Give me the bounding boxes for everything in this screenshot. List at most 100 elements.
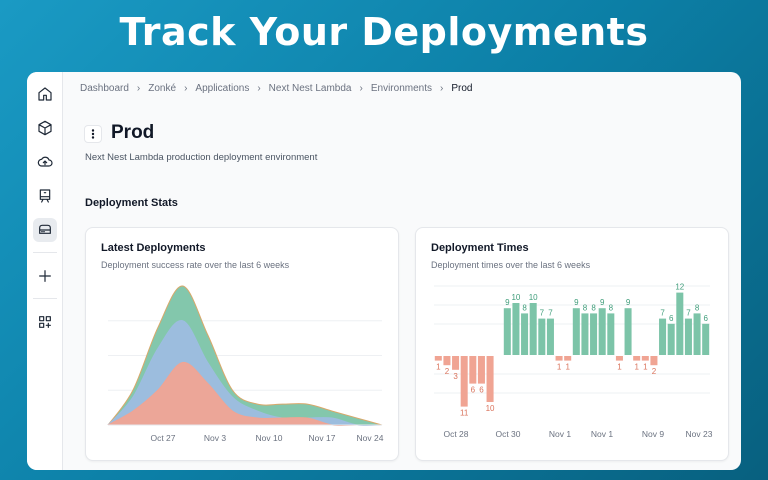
breadcrumb-item-org[interactable]: Zonké: [148, 83, 177, 94]
breadcrumb: Dashboard › Zonké › Applications › Next Nest L…: [80, 83, 472, 94]
bar-data-label: 8: [522, 303, 527, 312]
x-tick-label: Nov 24: [357, 433, 384, 443]
x-tick-label: Oct 27: [150, 433, 175, 443]
x-tick-label: Nov 17: [309, 433, 336, 443]
breadcrumb-item-current: Prod: [451, 83, 473, 94]
bar-success: [676, 292, 684, 355]
x-tick-label: Nov 10: [256, 433, 283, 443]
chevron-right-icon: ›: [136, 83, 141, 94]
cloud-upload-icon: [37, 156, 53, 167]
bar-data-label: 7: [686, 309, 691, 318]
home-icon: [38, 87, 52, 101]
bar-success: [590, 313, 598, 355]
breadcrumb-item-application[interactable]: Next Nest Lambda: [268, 83, 352, 94]
breadcrumb-item-dashboard[interactable]: Dashboard: [80, 83, 129, 94]
section-title: Deployment Stats: [85, 197, 178, 209]
bar-failure: [434, 356, 442, 361]
bar-data-label: 10: [511, 293, 520, 302]
bar-success: [512, 303, 520, 355]
apps-add-icon: [39, 316, 51, 328]
area-series-line-2: [107, 320, 383, 427]
page-menu-button[interactable]: [84, 125, 102, 143]
bar-data-label: 6: [703, 314, 708, 323]
bar-data-label: 8: [609, 303, 614, 312]
more-vertical-icon: [91, 129, 95, 139]
bar-data-label: 2: [652, 367, 657, 376]
card-subtitle: Deployment times over the last 6 weeks: [431, 260, 591, 270]
x-tick-label: Oct 28: [443, 429, 468, 439]
x-tick-label: Nov 1: [549, 429, 571, 439]
board-icon: [39, 189, 51, 203]
bar-failure: [477, 356, 485, 384]
sidebar-item-apps[interactable]: [33, 310, 57, 334]
x-tick-label: Nov 3: [204, 433, 226, 443]
bar-data-label: 1: [436, 363, 441, 372]
area-series-line-1: [107, 285, 383, 426]
bar-data-label: 9: [626, 298, 631, 307]
sidebar-item-packages[interactable]: [33, 116, 57, 140]
bar-data-label: 8: [583, 303, 588, 312]
bar-data-label: 7: [540, 309, 545, 318]
bar-failure: [615, 356, 623, 361]
bar-failure: [641, 356, 649, 361]
x-tick-label: Oct 30: [495, 429, 520, 439]
bar-data-label: 8: [695, 303, 700, 312]
bar-data-label: 2: [445, 367, 450, 376]
chevron-right-icon: ›: [257, 83, 261, 94]
drive-icon: [39, 224, 51, 234]
bar-success: [546, 318, 554, 355]
app-window: Dashboard › Zonké › Applications › Next Nest L…: [27, 72, 741, 470]
chevron-right-icon: ›: [184, 83, 188, 94]
x-tick-label: Nov 23: [686, 429, 713, 439]
sidebar-item-upload[interactable]: [33, 150, 57, 174]
x-tick-label: Nov 1: [591, 429, 613, 439]
bar-failure: [564, 356, 572, 361]
sidebar-item-add[interactable]: [33, 264, 57, 288]
plus-icon: [39, 270, 51, 282]
bar-success: [598, 308, 606, 355]
breadcrumb-item-applications[interactable]: Applications: [195, 83, 250, 94]
bar-data-label: 1: [557, 363, 562, 372]
card-title: Deployment Times: [431, 242, 529, 254]
bar-success: [667, 323, 675, 355]
sidebar-item-board[interactable]: [33, 184, 57, 208]
bar-success: [702, 323, 710, 355]
breadcrumb-item-environments[interactable]: Environments: [370, 83, 432, 94]
bar-data-label: 12: [675, 283, 684, 292]
sidebar-item-environments[interactable]: [33, 218, 57, 242]
bar-failure: [469, 356, 477, 384]
page-title: Prod: [111, 122, 155, 143]
bar-data-label: 9: [574, 298, 579, 307]
bar-failure: [633, 356, 641, 361]
bar-failure: [650, 356, 658, 366]
sidebar-divider: [33, 252, 57, 253]
bar-failure: [443, 356, 451, 366]
bar-data-label: 1: [617, 363, 622, 372]
bar-data-label: 6: [479, 386, 484, 395]
bar-success: [624, 308, 632, 355]
bar-data-label: 9: [600, 298, 605, 307]
bar-failure: [486, 356, 494, 402]
bar-data-label: 8: [591, 303, 596, 312]
bar-success: [607, 313, 615, 355]
bar-success: [581, 313, 589, 355]
bar-data-label: 6: [669, 314, 674, 323]
box-icon: [38, 120, 52, 136]
bar-success: [684, 318, 692, 355]
bar-data-label: 9: [505, 298, 510, 307]
bar-data-label: 10: [529, 293, 538, 302]
page-description: Next Nest Lambda production deployment e…: [85, 152, 318, 163]
bar-success: [659, 318, 667, 355]
sidebar: [27, 72, 63, 470]
bar-failure: [452, 356, 460, 370]
chevron-right-icon: ›: [359, 83, 363, 94]
bar-success: [538, 318, 546, 355]
bar-failure: [555, 356, 563, 361]
x-tick-label: Nov 9: [642, 429, 664, 439]
bar-success: [572, 308, 580, 355]
bar-data-label: 11: [460, 409, 469, 418]
sidebar-item-home[interactable]: [33, 82, 57, 106]
bar-failure: [460, 356, 468, 407]
bar-data-label: 1: [634, 363, 639, 372]
